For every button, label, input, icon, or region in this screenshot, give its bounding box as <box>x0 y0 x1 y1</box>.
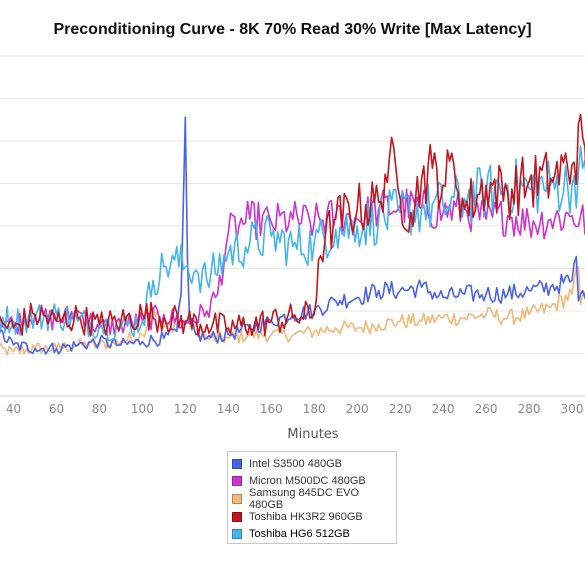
legend-label: Intel S3500 480GB <box>249 457 342 470</box>
legend-item: Micron M500DC 480GB <box>232 473 396 491</box>
legend-item: Toshiba HG6 512GB <box>232 525 396 543</box>
legend-item: Samsung 845DC EVO 480GB <box>232 486 396 511</box>
series-line-3 <box>0 114 585 337</box>
legend-item: Intel S3500 480GB <box>232 455 396 473</box>
x-axis-label: Minutes <box>287 427 338 442</box>
x-tick-label: 140 <box>217 402 240 416</box>
series-layer <box>0 114 585 356</box>
legend-swatch <box>232 458 242 469</box>
x-tick-label: 120 <box>174 402 197 416</box>
legend-label: Micron M500DC 480GB <box>249 475 366 488</box>
chart-title: Preconditioning Curve - 8K 70% Read 30% … <box>53 21 532 38</box>
legend-swatch <box>232 511 242 522</box>
x-tick-label: 180 <box>303 402 326 416</box>
x-tick-label: 300 <box>561 402 584 416</box>
series-line-1 <box>0 188 585 336</box>
x-tick-label: 260 <box>475 402 498 416</box>
legend-label: Toshiba HG6 512GB <box>249 528 350 541</box>
series-line-0 <box>0 116 585 355</box>
x-tick-label: 240 <box>432 402 455 416</box>
x-tick-label: 80 <box>92 402 107 416</box>
legend-swatch <box>232 493 242 504</box>
legend-swatch <box>232 529 242 540</box>
x-tick-label: 220 <box>389 402 412 416</box>
x-axis-ticks: 40 60 80 100 120 140 160 180 200 220 240 260 280 300 <box>6 402 584 416</box>
x-tick-label: 60 <box>49 402 64 416</box>
x-tick-label: 160 <box>260 402 283 416</box>
x-tick-label: 280 <box>518 402 541 416</box>
x-tick-label: 100 <box>131 402 154 416</box>
legend-item: Toshiba HK3R2 960GB <box>232 508 396 526</box>
legend-label: Toshiba HK3R2 960GB <box>249 510 363 523</box>
legend-swatch <box>232 476 242 487</box>
x-tick-label: 200 <box>346 402 369 416</box>
legend-label: Samsung 845DC EVO 480GB <box>249 486 360 511</box>
x-tick-label: 40 <box>6 402 21 416</box>
legend: Intel S3500 480GB Micron M500DC 480GB Sams… <box>227 451 397 544</box>
